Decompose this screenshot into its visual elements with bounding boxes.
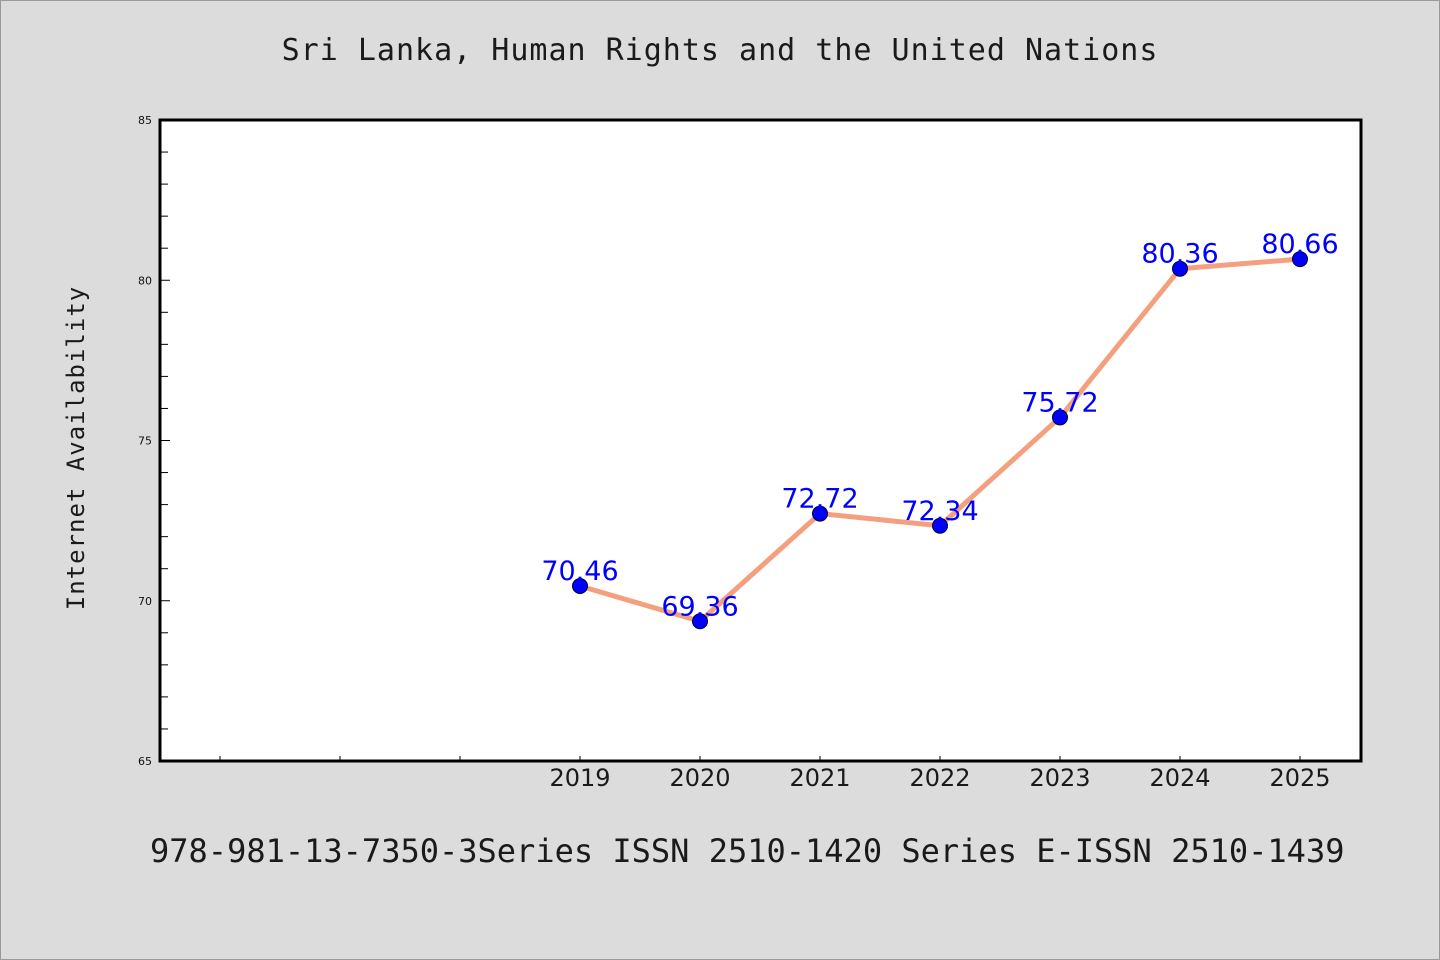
x-tick-label: 2019 (549, 764, 610, 792)
data-point-marker (812, 505, 828, 522)
data-point-marker (932, 517, 948, 534)
chart-title: Sri Lanka, Human Rights and the United N… (281, 33, 1159, 68)
y-tick-label: 80 (138, 274, 152, 287)
x-tick-label: 2020 (669, 764, 730, 792)
data-label: 72.34 (901, 496, 978, 527)
data-label: 70.46 (541, 556, 618, 587)
x-tick-label: 2024 (1149, 764, 1210, 792)
data-point-marker (692, 613, 708, 630)
data-point-marker (1172, 260, 1188, 277)
data-label: 75.72 (1021, 387, 1098, 418)
data-label: 80.66 (1261, 229, 1338, 260)
y-tick-label: 70 (138, 595, 152, 608)
data-point-marker (572, 578, 588, 595)
footer-isbn-text: 978-981-13-7350-3Series ISSN 2510-1420 S… (150, 832, 1345, 870)
series-group: 70.46 69.36 72.72 72.34 75.72 80.36 80.66 (541, 229, 1339, 630)
x-tick-label: 2022 (909, 764, 970, 792)
y-tick-label: 75 (138, 435, 152, 448)
plot-area (158, 118, 1363, 763)
data-label: 80.36 (1141, 239, 1218, 270)
x-tick-label: 2021 (789, 764, 850, 792)
y-tick-label: 65 (138, 755, 152, 768)
data-point-marker (1292, 251, 1308, 268)
y-axis-ticks: 65 70 75 80 85 (138, 114, 170, 768)
data-label: 69.36 (661, 591, 738, 622)
x-axis-ticks: 2019 2020 2021 2022 2023 2024 2025 (219, 756, 1331, 792)
data-point-marker (1052, 409, 1068, 426)
x-tick-label: 2025 (1269, 764, 1330, 792)
data-label: 72.72 (781, 484, 858, 515)
y-tick-label: 85 (138, 114, 152, 127)
x-tick-label: 2023 (1029, 764, 1090, 792)
